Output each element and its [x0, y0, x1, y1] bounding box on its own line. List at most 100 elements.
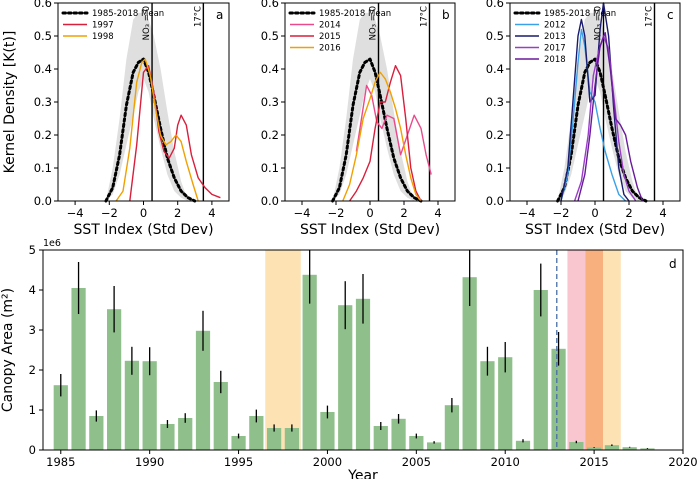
y-tick-label: 3: [29, 323, 36, 337]
x-tick-label: 4: [208, 206, 215, 220]
panel-letter: d: [669, 257, 677, 271]
legend-label: 2015: [319, 32, 341, 42]
bar: [320, 412, 335, 450]
legend-label: 2017: [544, 44, 566, 54]
x-tick-label: −2: [553, 206, 570, 220]
y-axis-title: Canopy Area (m²): [0, 288, 16, 412]
y-tick-label: 0.6: [34, 0, 52, 10]
bar: [551, 348, 566, 450]
bar: [142, 361, 157, 450]
bar: [622, 447, 637, 450]
panel-letter: a: [216, 8, 223, 22]
x-tick-label: −4: [67, 206, 84, 220]
series-line: [349, 65, 422, 202]
y-tick-label: 0.3: [486, 95, 504, 109]
bar: [107, 309, 122, 450]
series-line: [560, 2, 630, 202]
legend-label: 1985-2018 Mean: [92, 9, 164, 19]
panel-d: 1985 1990 1995 2000 2005 2010 2015 2020 0 1 2 3 4 5 1e…: [0, 238, 698, 479]
legend-label: 2018: [544, 55, 566, 65]
panel-letter: c: [667, 8, 674, 22]
bar: [587, 447, 602, 450]
x-axis-title: SST Index (Std Dev): [73, 222, 213, 238]
reference-line-label: NO₃ = 0: [142, 6, 152, 40]
y-tick-label: 0.4: [34, 62, 52, 76]
bar: [231, 436, 246, 450]
bar: [373, 426, 388, 450]
bar: [213, 382, 228, 450]
x-tick-label: 0: [366, 206, 373, 220]
y-tick-label: 0.6: [261, 0, 279, 10]
bar: [284, 428, 299, 450]
reference-line-label: NO₃ = 0: [594, 6, 604, 40]
y-tick-label: 0.4: [486, 62, 504, 76]
y-tick-label: 0.0: [486, 194, 504, 208]
x-tick-label: 1985: [46, 455, 75, 469]
series-line: [560, 28, 627, 202]
y-tick-label: 0.6: [486, 0, 504, 10]
x-tick-label: 2010: [491, 455, 520, 469]
bar: [462, 277, 477, 450]
x-tick-label: 2: [625, 206, 632, 220]
y-tick-label: 0.2: [486, 128, 504, 142]
bar: [498, 357, 513, 450]
legend-label: 2013: [544, 32, 566, 42]
y-tick-label: 0.1: [486, 161, 504, 175]
x-tick-label: 2015: [579, 455, 608, 469]
x-axis-title: SST Index (Std Dev): [525, 222, 665, 238]
bar: [267, 428, 282, 450]
y-tick-label: 0.0: [261, 194, 279, 208]
y-tick-label: 0.3: [261, 95, 279, 109]
legend-label: 1997: [92, 21, 114, 31]
bar: [480, 361, 495, 450]
x-axis-title: Year: [347, 468, 378, 479]
x-tick-label: 4: [659, 206, 666, 220]
y-tick-label: 0.5: [486, 29, 504, 43]
x-tick-label: 2: [174, 206, 181, 220]
reference-line-label: 17°C: [420, 6, 430, 27]
x-tick-label: 1995: [224, 455, 253, 469]
y-tick-label: 0.2: [261, 128, 279, 142]
series-line: [115, 58, 199, 202]
bar: [515, 440, 531, 450]
y-tick-label: 5: [29, 243, 36, 257]
x-tick-label: 2020: [668, 455, 697, 469]
bar: [444, 405, 459, 450]
y-tick-label: 0.1: [34, 161, 52, 175]
y-tick-label: 0.2: [34, 128, 52, 142]
bar: [124, 360, 139, 450]
x-tick-label: −2: [328, 206, 345, 220]
bar: [338, 305, 353, 450]
scale-label: 1e6: [43, 238, 61, 249]
bar: [89, 416, 104, 450]
x-tick-label: 2005: [402, 455, 431, 469]
reference-line-label: 17°C: [193, 6, 203, 27]
panel-letter: b: [442, 8, 450, 22]
y-tick-label: 0: [29, 443, 36, 457]
highlight-span: [567, 250, 586, 450]
x-tick-label: 2000: [313, 455, 342, 469]
bar: [409, 436, 424, 450]
reference-line-label: 17°C: [645, 6, 655, 27]
axes-frame: [42, 249, 684, 451]
bar: [160, 424, 175, 450]
bar: [71, 288, 86, 450]
series-line: [331, 57, 423, 203]
reference-line-label: NO₃ = 0: [369, 6, 379, 40]
legend-label: 1985-2018 Mean: [544, 9, 616, 19]
bar: [640, 448, 655, 450]
y-tick-label: 0.5: [261, 29, 279, 43]
highlight-span: [585, 250, 603, 450]
x-tick-label: 0: [140, 206, 147, 220]
y-tick-label: 2: [29, 363, 36, 377]
bar: [427, 442, 442, 450]
x-tick-label: −2: [101, 206, 118, 220]
series-line: [577, 32, 644, 202]
bar: [53, 385, 68, 450]
series-line: [129, 65, 221, 202]
